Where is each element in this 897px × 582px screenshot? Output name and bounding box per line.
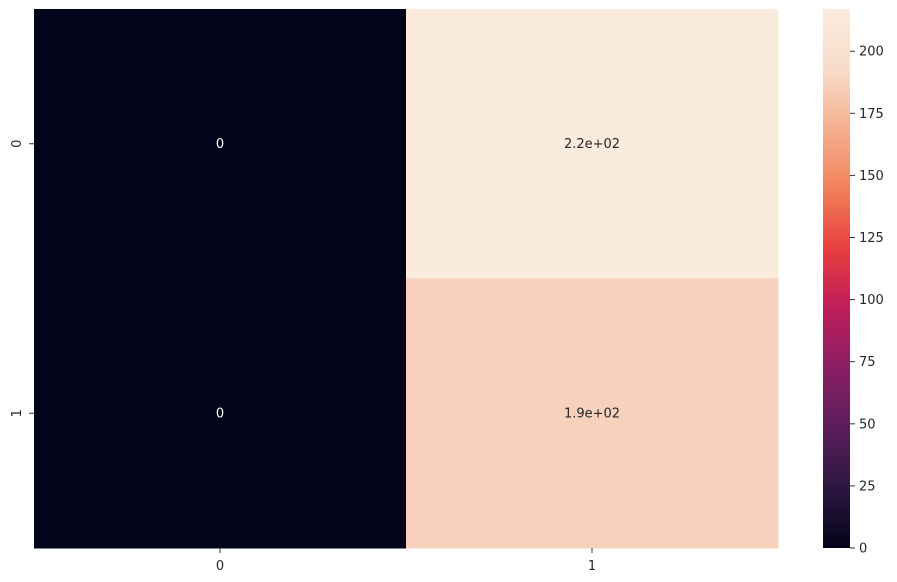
x-tick-label-1: 1: [588, 559, 596, 574]
cell-annotation-r0-c1: 2.2e+02: [564, 137, 620, 152]
colorbar-tick-label-2: 50: [859, 417, 876, 432]
y-axis: 01: [10, 140, 34, 417]
y-tick-label-1: 1: [10, 409, 25, 417]
colorbar: 0 25 50 75 100 125 150 175 200: [823, 9, 884, 557]
cell-annotations: 0 2.2e+02 0 1.9e+02: [216, 137, 620, 422]
colorbar-tick-label-0: 0: [859, 542, 867, 557]
colorbar-tick-label-6: 150: [859, 169, 884, 184]
colorbar-tick-label-1: 25: [859, 479, 876, 494]
heatmap-cell-r1-c1: [406, 278, 779, 549]
colorbar-tick-label-5: 125: [859, 231, 884, 246]
colorbar-tick-label-3: 75: [859, 355, 876, 370]
colorbar-tick-label-7: 175: [859, 107, 884, 122]
colorbar-gradient: [823, 9, 850, 548]
cell-annotation-r1-c0: 0: [216, 406, 224, 421]
colorbar-tick-label-8: 200: [859, 45, 884, 60]
heatmap-cells: [34, 9, 779, 549]
heatmap-cell-r1-c0: [34, 278, 407, 549]
y-tick-label-0: 0: [10, 140, 25, 148]
x-tick-label-0: 0: [216, 559, 224, 574]
heatmap-cell-r0-c1: [406, 9, 779, 279]
heatmap-cell-r0-c0: [34, 9, 407, 279]
cell-annotation-r1-c1: 1.9e+02: [564, 406, 620, 421]
cell-annotation-r0-c0: 0: [216, 137, 224, 152]
colorbar-tick-label-4: 100: [859, 293, 884, 308]
